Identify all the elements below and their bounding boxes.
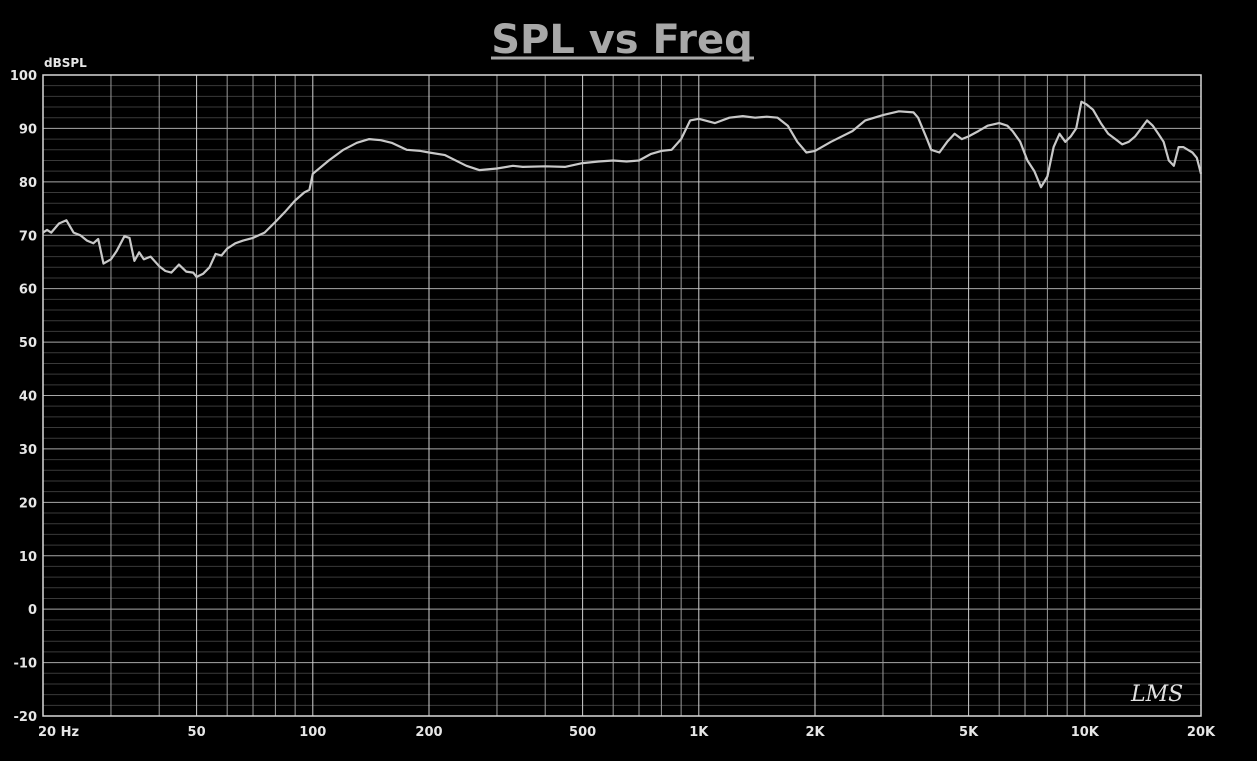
lms-watermark: LMS xyxy=(1130,682,1183,707)
x-tick-label: 50 xyxy=(188,725,206,740)
x-tick-label: 5K xyxy=(959,725,979,740)
y-tick-label: 70 xyxy=(19,229,37,244)
x-tick-label: 10K xyxy=(1071,725,1100,740)
y-tick-label: 100 xyxy=(10,69,37,84)
y-tick-label: 0 xyxy=(28,603,37,618)
x-tick-labels: 20 Hz 50 100 200 500 1K 2K 5K 10K 20K xyxy=(38,725,1216,740)
y-tick-label: 40 xyxy=(19,390,37,405)
x-tick-label: 20 Hz xyxy=(38,725,79,740)
y-tick-label: 90 xyxy=(19,122,37,137)
y-tick-label: 20 xyxy=(19,496,37,511)
x-tick-label: 2K xyxy=(805,725,825,740)
y-tick-label: -10 xyxy=(14,657,38,672)
x-tick-label: 500 xyxy=(569,725,596,740)
y-tick-label: 10 xyxy=(19,550,37,565)
y-tick-label: 50 xyxy=(19,336,37,351)
x-tick-label: 20K xyxy=(1187,725,1216,740)
y-tick-label: -20 xyxy=(14,710,38,725)
y-tick-label: 80 xyxy=(19,176,37,191)
y-tick-label: 30 xyxy=(19,443,37,458)
plot-frame xyxy=(42,74,1202,717)
series-layer xyxy=(42,100,1203,278)
chart-title: SPL vs Freq xyxy=(491,17,753,63)
y-tick-label: 60 xyxy=(19,283,37,298)
x-tick-label: 100 xyxy=(299,725,326,740)
y-axis-label: dBSPL xyxy=(44,56,87,70)
grid-lines xyxy=(43,75,1201,716)
x-tick-label: 1K xyxy=(689,725,709,740)
x-tick-label: 200 xyxy=(415,725,442,740)
spl-series-line xyxy=(42,100,1203,278)
